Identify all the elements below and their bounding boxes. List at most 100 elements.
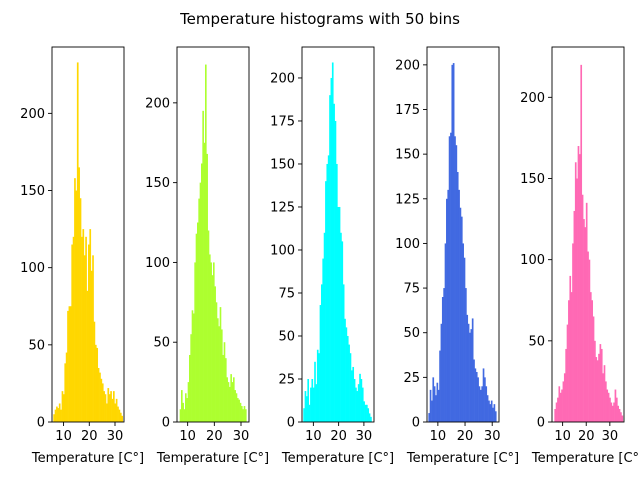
histogram-bar [428,413,431,422]
histogram-bar [79,198,82,422]
histogram-bar [86,290,89,422]
histogram-bar [474,368,477,422]
histogram-bar [111,398,114,422]
histogram-bar [183,409,186,422]
histogram-bar [469,332,471,422]
histogram-bar [64,363,67,422]
histogram-bar [615,397,618,422]
histogram-bar [221,329,223,422]
y-tick-label: 50 [28,338,45,353]
histogram-bar [179,409,182,422]
histogram-bar [478,386,481,422]
histogram-bar [584,227,587,422]
histogram-bar [235,393,238,422]
histogram-bar [211,275,214,422]
histogram-bar [321,284,323,422]
figure-suptitle: Temperature histograms with 50 bins [179,10,460,28]
histogram-bar [618,409,621,422]
histogram-bar [327,155,330,422]
histogram-bar [572,243,574,422]
histogram-bar [554,409,557,422]
histogram-bar [366,404,368,422]
histogram-bar [470,329,473,422]
histogram-bar [455,145,458,422]
x-tick-label: 20 [81,429,98,444]
y-tick-label: 150 [145,176,170,191]
histogram-bar [195,233,198,422]
histogram-bar [318,353,320,422]
histogram-bar [209,254,211,422]
y-tick-label: 75 [403,282,420,297]
histogram-bar [305,396,308,422]
histogram-bar [481,386,483,422]
histogram-bar [187,382,190,422]
y-tick-label: 200 [20,107,45,122]
histogram-bar [452,63,455,422]
histogram-bar [341,241,344,422]
y-tick-label: 200 [145,96,170,111]
histogram-bar [356,391,359,422]
histogram-bar [185,393,187,422]
axes-frame [51,46,125,423]
histogram-bar [110,391,112,422]
y-tick-label: 150 [395,148,420,163]
histogram-bar [205,64,207,423]
histogram-bar [338,206,341,422]
y-tick-label: 25 [278,372,295,387]
histogram-bar [191,310,194,422]
histogram-bar [241,406,243,422]
histogram-bar [229,386,231,422]
histogram-bar [213,262,215,422]
y-tick-label: 0 [287,416,295,431]
x-tick-label: 20 [457,429,474,444]
histogram-bar [451,64,454,423]
histogram-bar [199,182,202,422]
histogram-bar [448,136,451,423]
y-tick-label: 150 [270,157,295,172]
histogram-bar [197,222,199,422]
histogram-bar [558,386,561,422]
histogram-bar [486,395,489,422]
histogram-bar [569,275,572,422]
histogram-bar [100,378,103,422]
histogram-bar [429,389,432,422]
histogram-bar [614,389,617,422]
histogram-bar [194,262,196,422]
histogram-bar [355,387,357,422]
y-tick-label: 50 [153,336,170,351]
histogram-bar [331,62,334,422]
histogram-bar [225,358,227,422]
histogram-bar [96,347,99,422]
histogram-bar [92,255,94,422]
histogram-bar [222,354,224,422]
histogram-bar [106,403,108,422]
histogram-bar [81,236,83,422]
x-tick-label: 20 [206,429,223,444]
histogram-bar [467,323,470,422]
histogram-bar [210,262,212,422]
histogram-bar [234,390,236,422]
histogram-bar [454,136,456,423]
y-tick-label: 0 [537,416,545,431]
histogram-bar [557,397,559,422]
histogram-bar [107,388,110,422]
histogram-bar [329,95,331,423]
histogram-bar [563,373,566,422]
histogram-bar [492,407,494,422]
histogram-bar [223,342,226,422]
x-tick-label: 20 [330,429,347,444]
histogram-bar [75,190,78,422]
histogram-bar [489,404,492,422]
x-axis-label: Temperature [C°] [531,451,640,466]
x-tick-label: 30 [107,429,124,444]
histogram-bar [610,402,613,422]
histogram-bar [308,404,311,422]
histogram-bar [314,361,316,422]
histogram-bar [71,244,74,422]
y-tick-label: 100 [145,256,170,271]
histogram-bar [57,408,60,422]
y-tick-label: 25 [403,371,420,386]
y-tick-label: 0 [37,416,45,431]
histogram-bar [342,284,345,422]
